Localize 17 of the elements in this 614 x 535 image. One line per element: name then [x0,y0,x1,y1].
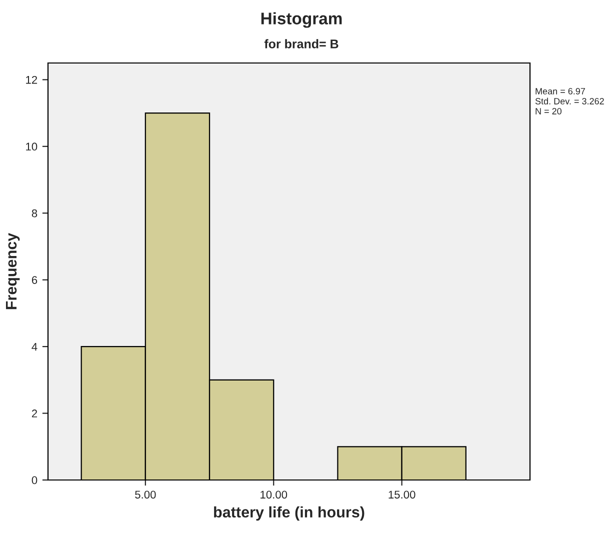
y-tick-label: 12 [26,76,38,84]
chart-subtitle: for brand= B [264,39,338,48]
text: Mean = 6.97 [536,88,585,94]
y-axis-title: Frequency [6,232,20,310]
x-tick-label: 15.00 [388,490,416,499]
chart-title: Histogram [261,12,342,28]
y-tick-label: 8 [32,209,38,218]
y-tick-label: 4 [32,342,38,351]
x-tick-label: 5.00 [135,490,156,499]
y-tick-label: 0 [32,476,38,484]
text: N = 20 [536,108,562,114]
x-axis-title: battery life (in hours) [214,506,364,521]
x-tick-label: 10.00 [260,490,288,499]
y-tick-label: 2 [32,410,38,418]
text: Std. Dev. = 3.262 [535,98,604,104]
y-tick-label: 10 [26,142,38,151]
y-tick-label: 6 [32,276,38,284]
